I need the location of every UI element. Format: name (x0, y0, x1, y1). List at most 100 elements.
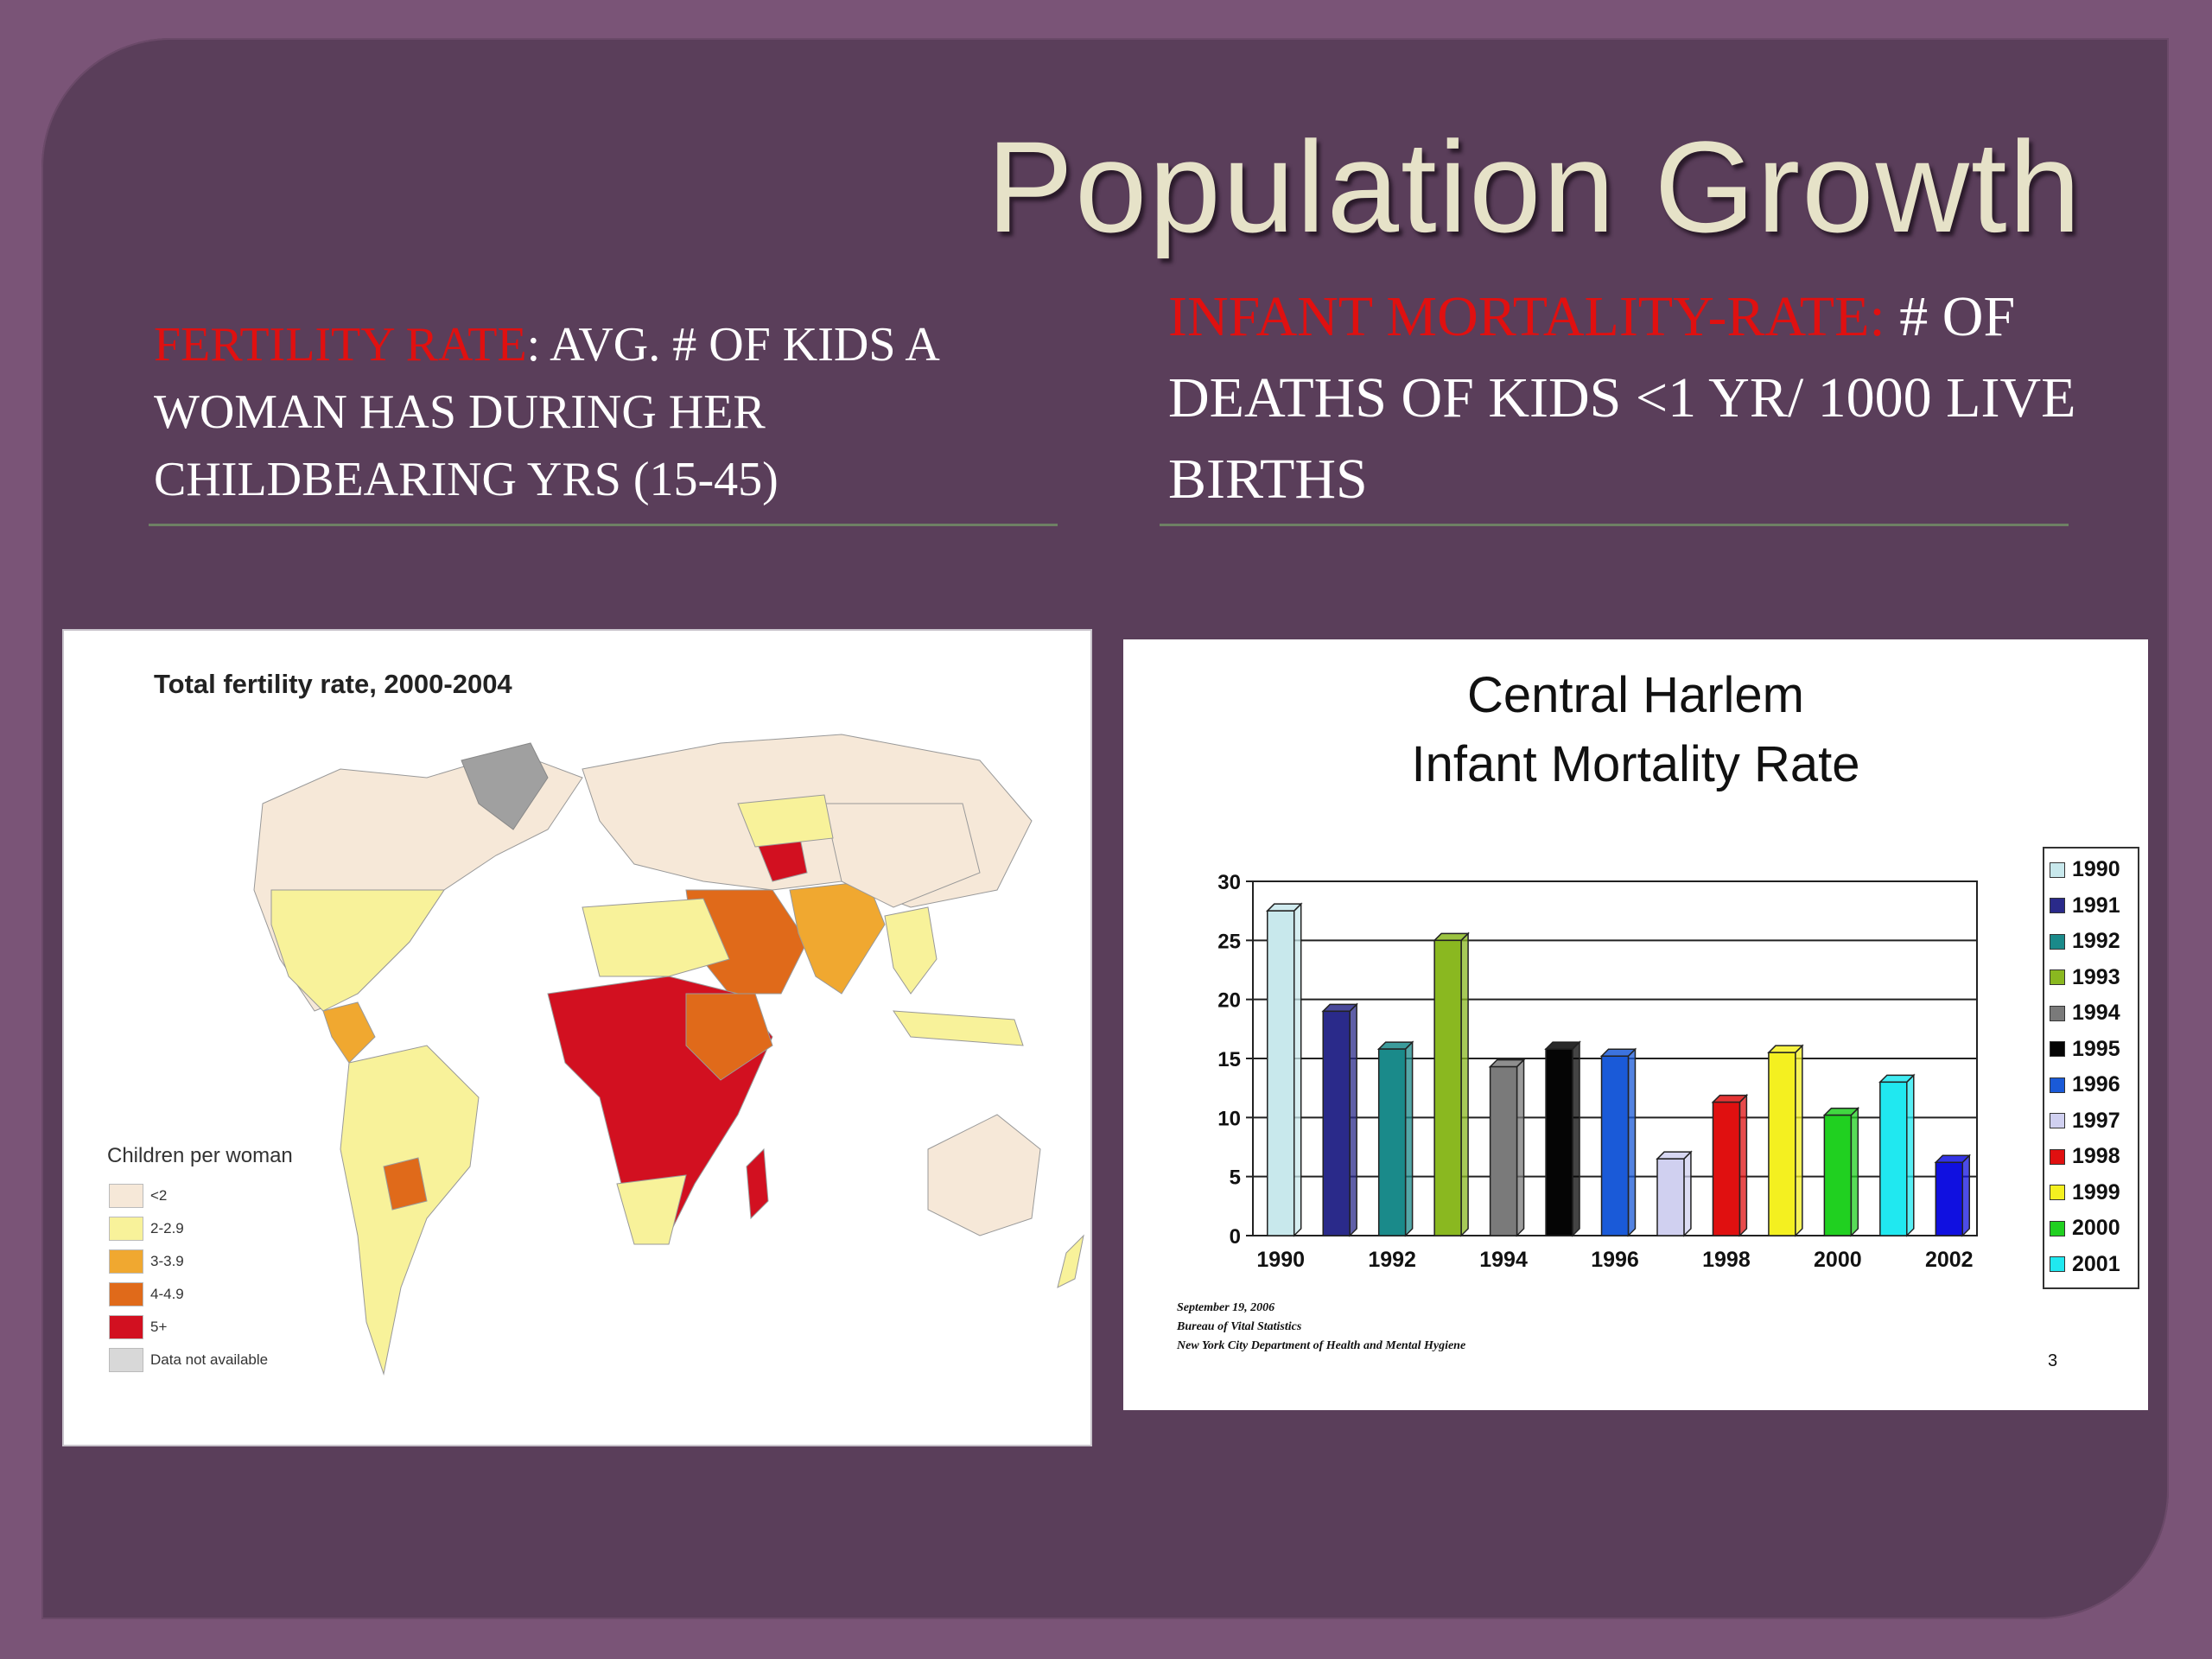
bar-side (1404, 1040, 1414, 1237)
legend-label: 1999 (2072, 1179, 2120, 1205)
bar-side (1738, 1093, 1748, 1237)
mortality-text: # of deaths of kids <1 yr/ 1000 live bir… (1168, 285, 2076, 511)
chart-legend-item: 1990 (2050, 857, 2120, 882)
map-south-america (340, 1045, 480, 1376)
bar-top (1265, 903, 1303, 912)
y-tick-label: 20 (1217, 989, 1241, 1013)
legend-swatch (109, 1217, 143, 1241)
legend-label: 1991 (2072, 893, 2120, 918)
chart-legend-item: 1993 (2050, 965, 2120, 990)
legend-label: 3-3.9 (150, 1253, 184, 1269)
map-north-africa (582, 898, 730, 977)
bar-side (1349, 1002, 1357, 1237)
legend-label: 2-2.9 (150, 1220, 184, 1236)
fertility-map-image: Total fertility rate, 2000-2004 Child (62, 629, 1092, 1446)
y-tick-label: 0 (1230, 1225, 1241, 1249)
chart-title-line-1: Central Harlem (1467, 667, 1804, 723)
map-legend-item: 2-2.9 (109, 1217, 184, 1241)
chart-legend-item: 1997 (2050, 1109, 2120, 1134)
chart-legend-item: 2001 (2050, 1252, 2120, 1277)
legend-label: 4-4.9 (150, 1286, 184, 1302)
legend-label: 5+ (150, 1319, 168, 1335)
x-tick-label: 1998 (1702, 1248, 1751, 1272)
mortality-term: Infant Mortality-Rate: (1168, 285, 1885, 348)
bar-top (1822, 1107, 1860, 1116)
bar-top (1376, 1041, 1414, 1050)
map-china (823, 803, 981, 908)
divider-left (149, 524, 1058, 526)
source-line: Bureau of Vital Statistics (1177, 1320, 1302, 1333)
map-new-zealand (1057, 1234, 1084, 1288)
legend-swatch (109, 1348, 143, 1372)
map-bolivia (383, 1157, 428, 1211)
fertility-text: : avg. # of kids a woman has during her … (154, 318, 938, 506)
bar-top (1711, 1094, 1749, 1103)
bar-side (1850, 1106, 1859, 1237)
map-legend-item: Data not available (109, 1348, 268, 1372)
legend-swatch (2050, 1077, 2065, 1093)
x-tick-label: 2000 (1814, 1248, 1862, 1272)
map-central-america (322, 1001, 376, 1064)
y-tick-label: 30 (1217, 871, 1241, 894)
legend-label: 2001 (2072, 1251, 2120, 1276)
legend-swatch (2050, 1256, 2065, 1272)
legend-label: Data not available (150, 1351, 269, 1368)
x-tick-label: 1990 (1256, 1248, 1305, 1272)
y-tick-label: 5 (1230, 1166, 1241, 1190)
legend-swatch (2050, 1220, 2065, 1236)
bar (1712, 1101, 1741, 1236)
legend-swatch (2050, 1113, 2065, 1128)
bar-top (1544, 1041, 1581, 1050)
legend-swatch (109, 1184, 143, 1208)
bar (1489, 1065, 1518, 1236)
map-usa (270, 889, 445, 1012)
y-tick-label: 10 (1217, 1107, 1241, 1130)
legend-swatch (2050, 969, 2065, 985)
source-line: New York City Department of Health and M… (1177, 1339, 1466, 1352)
map-legend-item: <2 (109, 1184, 167, 1208)
legend-swatch (109, 1282, 143, 1306)
legend-swatch (2050, 933, 2065, 950)
bar (1600, 1055, 1630, 1236)
divider-right (1160, 524, 2069, 526)
map-central-asia (737, 794, 834, 848)
legend-swatch (2050, 861, 2065, 878)
bar-side (1795, 1044, 1803, 1237)
bar-side (1961, 1154, 1970, 1237)
map-india (789, 880, 886, 995)
map-legend-item: 3-3.9 (109, 1249, 184, 1274)
bar (1377, 1048, 1407, 1236)
legend-swatch (2050, 1185, 2065, 1200)
map-title: Total fertility rate, 2000-2004 (154, 669, 512, 699)
bar-side (1572, 1040, 1580, 1237)
bar-top (1488, 1058, 1526, 1068)
bar (1879, 1081, 1908, 1236)
legend-swatch (109, 1249, 143, 1274)
legend-swatch (2050, 1041, 2065, 1057)
legend-label: 1994 (2072, 1001, 2120, 1025)
bar (1656, 1158, 1685, 1236)
bar (1267, 910, 1295, 1236)
page-number: 3 (2048, 1351, 2058, 1370)
x-tick-label: 1996 (1591, 1248, 1639, 1272)
x-tick-label: 1992 (1368, 1248, 1416, 1272)
legend-label: 2000 (2072, 1216, 2120, 1240)
chart-legend-item: 1991 (2050, 893, 2120, 918)
legend-label: 1992 (2072, 929, 2120, 953)
y-tick-label: 25 (1217, 930, 1241, 953)
bar-top (1934, 1154, 1972, 1164)
bar-top (1767, 1045, 1804, 1053)
bar-top (1656, 1151, 1693, 1160)
legend-label: <2 (150, 1187, 168, 1204)
bar (1545, 1048, 1573, 1236)
chart-legend-item: 1996 (2050, 1072, 2120, 1097)
bar (1823, 1114, 1853, 1236)
bar-top (1878, 1074, 1916, 1084)
mortality-definition: Infant Mortality-Rate: # of deaths of ki… (1168, 276, 2084, 520)
bar-side (1293, 902, 1302, 1237)
map-se-asia (884, 906, 938, 995)
legend-swatch (109, 1315, 143, 1339)
mortality-chart-image: Central Harlem Infant Mortality Rate 0 5 1… (1123, 639, 2148, 1410)
x-tick-label: 1994 (1479, 1248, 1528, 1272)
legend-label: 1993 (2072, 964, 2120, 989)
